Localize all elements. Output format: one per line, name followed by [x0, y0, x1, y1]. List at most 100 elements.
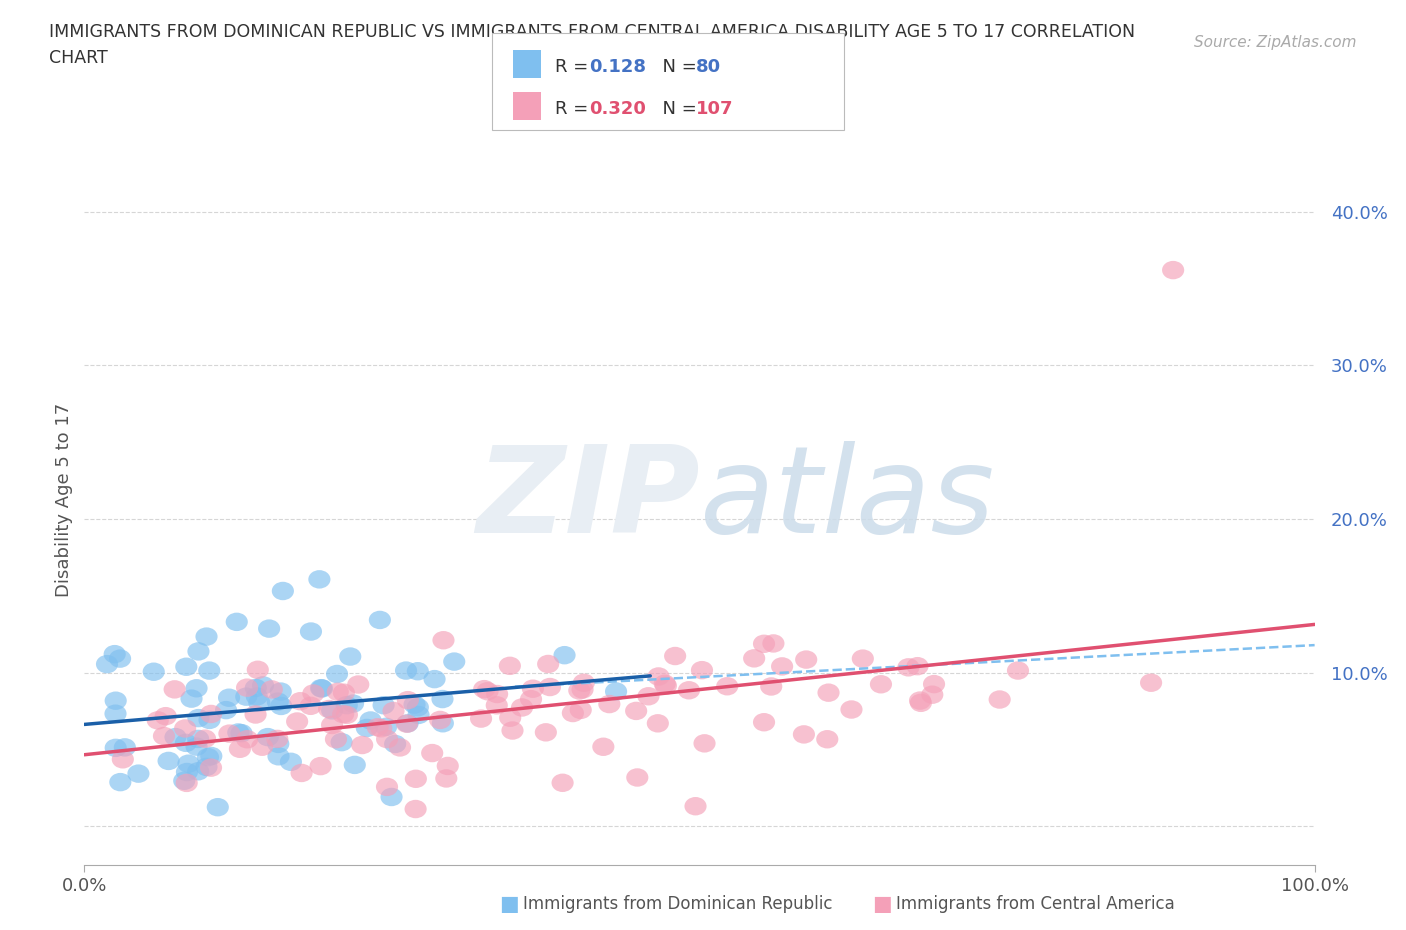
- Ellipse shape: [910, 694, 932, 712]
- Text: R =: R =: [555, 58, 595, 76]
- Ellipse shape: [796, 650, 817, 669]
- Ellipse shape: [470, 710, 492, 728]
- Ellipse shape: [252, 676, 274, 695]
- Text: IMMIGRANTS FROM DOMINICAN REPUBLIC VS IMMIGRANTS FROM CENTRAL AMERICA DISABILITY: IMMIGRANTS FROM DOMINICAN REPUBLIC VS IM…: [49, 23, 1135, 41]
- Text: CHART: CHART: [49, 49, 108, 67]
- Ellipse shape: [142, 662, 165, 681]
- Ellipse shape: [347, 675, 370, 694]
- Ellipse shape: [339, 647, 361, 666]
- Text: Source: ZipAtlas.com: Source: ZipAtlas.com: [1194, 35, 1357, 50]
- Ellipse shape: [266, 730, 288, 748]
- Ellipse shape: [104, 644, 125, 663]
- Ellipse shape: [443, 652, 465, 671]
- Ellipse shape: [114, 738, 136, 757]
- Text: 80: 80: [696, 58, 721, 76]
- Ellipse shape: [568, 682, 591, 699]
- Ellipse shape: [422, 744, 443, 763]
- Ellipse shape: [332, 705, 354, 724]
- Ellipse shape: [554, 646, 575, 664]
- Ellipse shape: [245, 679, 267, 698]
- Ellipse shape: [433, 631, 454, 649]
- Ellipse shape: [406, 662, 429, 681]
- Ellipse shape: [155, 707, 177, 725]
- Ellipse shape: [678, 681, 700, 699]
- Ellipse shape: [626, 768, 648, 787]
- Ellipse shape: [299, 697, 322, 715]
- Ellipse shape: [551, 774, 574, 792]
- Ellipse shape: [128, 764, 149, 783]
- Ellipse shape: [520, 690, 543, 709]
- Ellipse shape: [330, 733, 353, 751]
- Ellipse shape: [291, 764, 312, 782]
- Ellipse shape: [367, 718, 389, 737]
- Ellipse shape: [571, 680, 593, 698]
- Ellipse shape: [285, 712, 308, 731]
- Ellipse shape: [176, 763, 198, 781]
- Ellipse shape: [510, 698, 533, 717]
- Ellipse shape: [326, 683, 349, 701]
- Ellipse shape: [569, 700, 592, 719]
- Text: 0.128: 0.128: [589, 58, 647, 76]
- Ellipse shape: [474, 680, 495, 698]
- Ellipse shape: [157, 751, 180, 770]
- Ellipse shape: [173, 772, 195, 790]
- Ellipse shape: [195, 758, 218, 777]
- Ellipse shape: [499, 709, 522, 727]
- Ellipse shape: [375, 777, 398, 796]
- Ellipse shape: [908, 691, 931, 710]
- Ellipse shape: [817, 730, 838, 749]
- Ellipse shape: [267, 747, 290, 765]
- Ellipse shape: [522, 680, 544, 698]
- Y-axis label: Disability Age 5 to 17: Disability Age 5 to 17: [55, 403, 73, 597]
- Ellipse shape: [655, 676, 676, 695]
- Ellipse shape: [897, 658, 920, 676]
- Ellipse shape: [215, 701, 238, 719]
- Ellipse shape: [110, 773, 131, 791]
- Ellipse shape: [654, 674, 676, 693]
- Ellipse shape: [246, 660, 269, 679]
- Ellipse shape: [499, 657, 522, 675]
- Text: N =: N =: [651, 100, 703, 118]
- Ellipse shape: [236, 678, 259, 697]
- Ellipse shape: [907, 657, 928, 675]
- Ellipse shape: [360, 711, 381, 730]
- Ellipse shape: [396, 714, 418, 733]
- Text: atlas: atlas: [700, 442, 995, 558]
- Ellipse shape: [271, 582, 294, 600]
- Ellipse shape: [200, 759, 222, 777]
- Ellipse shape: [534, 724, 557, 741]
- Ellipse shape: [245, 705, 267, 724]
- Ellipse shape: [754, 713, 775, 731]
- Ellipse shape: [218, 688, 240, 707]
- Text: N =: N =: [651, 58, 703, 76]
- Ellipse shape: [626, 702, 647, 720]
- Ellipse shape: [257, 728, 278, 746]
- Ellipse shape: [437, 757, 458, 776]
- Ellipse shape: [176, 774, 198, 792]
- Ellipse shape: [187, 709, 209, 727]
- Ellipse shape: [153, 726, 174, 745]
- Ellipse shape: [762, 634, 785, 653]
- Ellipse shape: [186, 737, 208, 756]
- Ellipse shape: [690, 661, 713, 680]
- Ellipse shape: [96, 655, 118, 673]
- Ellipse shape: [685, 797, 707, 816]
- Ellipse shape: [180, 689, 202, 708]
- Ellipse shape: [537, 655, 560, 673]
- Ellipse shape: [163, 680, 186, 698]
- Ellipse shape: [231, 724, 253, 742]
- Ellipse shape: [562, 704, 583, 723]
- Ellipse shape: [228, 724, 249, 742]
- Ellipse shape: [754, 634, 775, 653]
- Ellipse shape: [111, 751, 134, 768]
- Ellipse shape: [486, 684, 508, 703]
- Ellipse shape: [174, 734, 197, 752]
- Ellipse shape: [187, 762, 209, 780]
- Ellipse shape: [389, 738, 411, 757]
- Ellipse shape: [249, 694, 270, 712]
- Ellipse shape: [922, 675, 945, 694]
- Ellipse shape: [405, 800, 426, 818]
- Ellipse shape: [299, 622, 322, 641]
- Ellipse shape: [396, 714, 419, 733]
- Text: Immigrants from Central America: Immigrants from Central America: [896, 895, 1174, 913]
